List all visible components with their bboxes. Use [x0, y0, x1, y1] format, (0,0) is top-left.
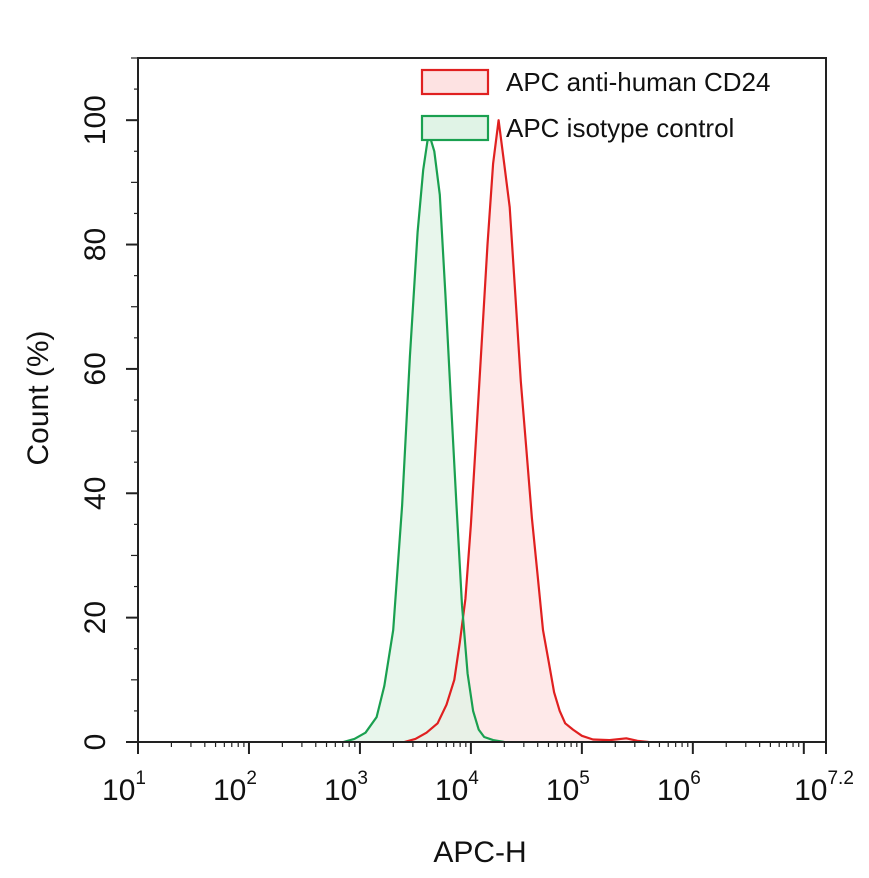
series-fills — [343, 120, 649, 743]
x-tick-label: 102 — [213, 768, 257, 807]
y-axis-ticks — [126, 57, 138, 743]
x-tick-base: 10 — [794, 774, 827, 807]
x-axis-ticks — [137, 742, 827, 754]
x-tick-exponent: 5 — [579, 768, 590, 789]
legend-label-1: APC isotype control — [506, 113, 734, 143]
legend-swatch-0 — [420, 68, 490, 96]
x-tick-label: 103 — [324, 768, 368, 807]
y-tick-label: 40 — [79, 477, 112, 510]
x-tick-label: 104 — [435, 768, 479, 807]
series-fill-0 — [404, 120, 649, 742]
y-axis-title: Count (%) — [22, 330, 55, 465]
legend-label-0: APC anti-human CD24 — [506, 67, 770, 97]
x-tick-base: 10 — [102, 774, 135, 807]
x-tick-label: 106 — [657, 768, 701, 807]
y-tick-label: 20 — [79, 601, 112, 634]
x-axis-tick-labels: 101 102 103 104 105 106 107.2 — [102, 768, 854, 807]
x-tick-label: 105 — [546, 768, 590, 807]
x-tick-base: 10 — [213, 774, 246, 807]
x-tick-base: 10 — [324, 774, 357, 807]
x-tick-base: 10 — [435, 774, 468, 807]
y-tick-label: 0 — [79, 734, 112, 751]
x-tick-exponent: 7.2 — [827, 768, 853, 789]
y-axis-tick-labels: 0 20 40 60 80 100 — [79, 95, 112, 750]
x-tick-base: 10 — [546, 774, 579, 807]
y-tick-label: 60 — [79, 352, 112, 385]
x-axis-title: APC-H — [433, 836, 526, 869]
series-fill-1 — [343, 132, 505, 743]
x-tick-exponent: 2 — [246, 768, 257, 789]
x-tick-label: 101 — [102, 768, 146, 807]
x-tick-exponent: 3 — [357, 768, 368, 789]
y-tick-label: 100 — [79, 95, 112, 145]
x-tick-base: 10 — [657, 774, 690, 807]
x-tick-exponent: 4 — [468, 768, 479, 789]
series-lines — [343, 119, 649, 744]
x-tick-exponent: 1 — [135, 768, 146, 789]
y-tick-label: 80 — [79, 228, 112, 261]
x-tick-label: 107.2 — [794, 768, 854, 807]
series-line-1 — [343, 131, 505, 744]
x-tick-exponent: 6 — [690, 768, 701, 789]
series-line-0 — [404, 119, 649, 744]
legend-swatch-1 — [420, 114, 490, 142]
legend: APC anti-human CD24 APC isotype control — [420, 67, 770, 143]
